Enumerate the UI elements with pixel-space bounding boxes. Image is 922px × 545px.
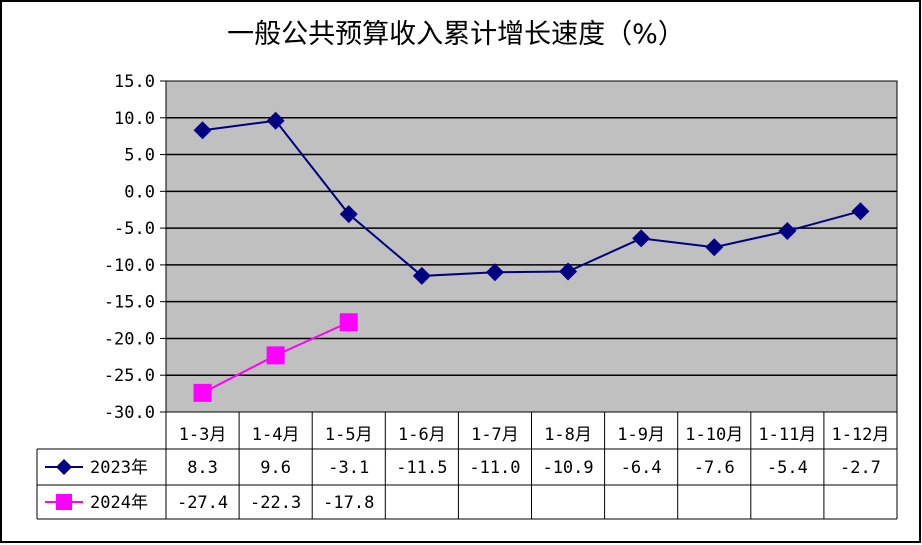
table-cell-value: -27.4 [177, 493, 228, 513]
category-label: 1-4月 [252, 425, 300, 445]
gridlines [166, 117, 897, 376]
table-cell-value: -10.9 [542, 458, 593, 478]
category-label: 1-6月 [398, 425, 446, 445]
data-point-diamond [632, 229, 651, 248]
category-label: 1-3月 [179, 425, 227, 445]
data-point-diamond [559, 262, 578, 281]
data-point-diamond [339, 205, 358, 224]
legend-marker-diamond [56, 459, 72, 475]
y-tick-label: 0.0 [124, 182, 155, 202]
legend-marker-square [56, 494, 72, 510]
table-cell-value: -7.6 [694, 458, 735, 478]
y-tick-label: -10.0 [104, 256, 155, 276]
y-tick-label: -15.0 [104, 293, 155, 313]
data-point-square [193, 383, 212, 402]
table-cell-value: -11.5 [396, 458, 447, 478]
y-axis-ticks: 15.0 10.0 5.0 0.0 -5.0 -10.0 -15.0 -20.0 -25.0 -3… [104, 72, 166, 423]
data-point-diamond [266, 111, 285, 130]
series-lines [193, 111, 870, 402]
data-point-diamond [778, 222, 797, 241]
y-tick-label: 5.0 [124, 146, 155, 166]
table-cell-value: -17.8 [323, 493, 374, 513]
data-point-square [266, 346, 285, 365]
y-tick-label: -30.0 [104, 403, 155, 423]
data-point-diamond [193, 121, 212, 140]
category-label: 1-8月 [544, 425, 592, 445]
data-point-diamond [705, 238, 724, 257]
category-label: 1-9月 [617, 425, 665, 445]
legend-label: 2024年 [90, 493, 148, 513]
y-tick-label: -25.0 [104, 366, 155, 386]
category-label: 1-11月 [758, 425, 816, 445]
chart-title: 一般公共预算收入累计增长速度（%） [227, 19, 685, 50]
category-label: 1-5月 [325, 425, 373, 445]
category-label: 1-12月 [831, 425, 889, 445]
table-cell-value: -2.7 [840, 458, 881, 478]
table-cell-value: 8.3 [187, 458, 218, 478]
y-tick-label: 15.0 [114, 72, 155, 92]
category-label: 1-10月 [685, 425, 743, 445]
y-tick-label: -20.0 [104, 329, 155, 349]
data-table: 1-3月 1-4月 1-5月 1-6月 1-7月 1-8月 1-9月 1-10月 1-11月 1-… [36, 412, 898, 520]
data-point-diamond [485, 263, 504, 282]
table-cell-value: -22.3 [250, 493, 301, 513]
data-point-diamond [851, 202, 870, 221]
data-point-diamond [412, 266, 431, 285]
legend-label: 2023年 [90, 458, 148, 478]
table-cell-value: -3.1 [328, 458, 369, 478]
y-tick-label: -5.0 [114, 219, 155, 239]
table-cell-value: 9.6 [260, 458, 291, 478]
table-cell-value: -5.4 [767, 458, 808, 478]
data-point-square [339, 313, 358, 332]
category-label: 1-7月 [471, 425, 519, 445]
table-cell-value: -11.0 [469, 458, 520, 478]
y-tick-label: 10.0 [114, 109, 155, 129]
table-cell-value: -6.4 [621, 458, 662, 478]
series-line [202, 119, 861, 277]
